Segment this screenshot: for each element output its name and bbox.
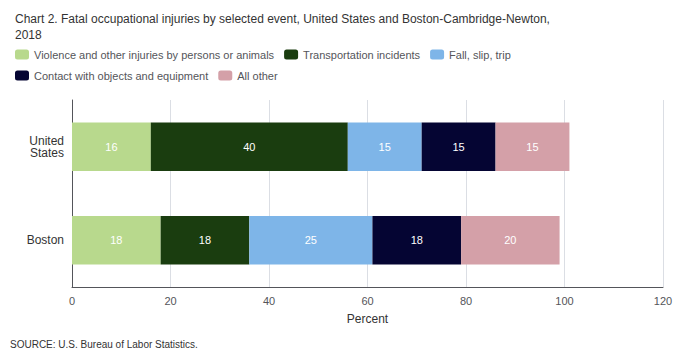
svg-text:Chart 2. Fatal occupational in: Chart 2. Fatal occupational injuries by …	[15, 12, 550, 26]
svg-text:Fall, slip, trip: Fall, slip, trip	[449, 49, 511, 61]
svg-text:25: 25	[305, 234, 317, 246]
svg-text:SOURCE: U.S. Bureau of Labor S: SOURCE: U.S. Bureau of Labor Statistics.	[10, 339, 198, 350]
svg-text:40: 40	[263, 295, 275, 307]
svg-text:40: 40	[243, 141, 255, 153]
svg-text:Boston: Boston	[27, 233, 64, 247]
svg-text:Violence and other injuries by: Violence and other injuries by persons o…	[34, 49, 275, 61]
svg-text:United: United	[29, 133, 64, 148]
svg-text:Percent: Percent	[347, 312, 389, 326]
svg-text:0: 0	[69, 295, 75, 307]
svg-text:18: 18	[199, 234, 211, 246]
svg-text:All other: All other	[237, 70, 278, 82]
svg-text:15: 15	[379, 141, 391, 153]
svg-text:Contact with objects and equip: Contact with objects and equipment	[34, 70, 208, 82]
svg-text:18: 18	[110, 234, 122, 246]
svg-text:2018: 2018	[15, 28, 42, 42]
svg-text:Transportation incidents: Transportation incidents	[303, 49, 420, 61]
svg-text:16: 16	[105, 141, 117, 153]
svg-text:80: 80	[460, 295, 472, 307]
svg-text:18: 18	[411, 234, 423, 246]
svg-text:15: 15	[526, 141, 538, 153]
svg-text:20: 20	[504, 234, 516, 246]
svg-text:States: States	[30, 146, 64, 160]
svg-text:60: 60	[361, 295, 373, 307]
svg-text:100: 100	[555, 295, 573, 307]
svg-text:15: 15	[452, 141, 464, 153]
svg-text:120: 120	[654, 295, 672, 307]
svg-text:20: 20	[164, 295, 176, 307]
